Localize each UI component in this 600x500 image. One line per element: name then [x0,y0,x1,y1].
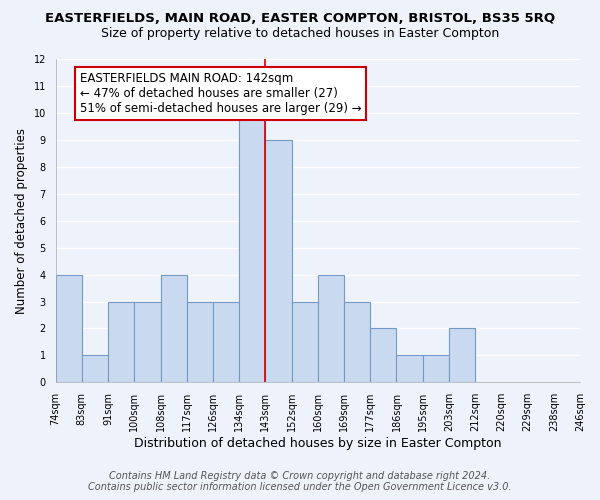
Bar [56,274,82,382]
Bar [344,302,370,382]
Bar [318,274,344,382]
Y-axis label: Number of detached properties: Number of detached properties [15,128,28,314]
Text: Size of property relative to detached houses in Easter Compton: Size of property relative to detached ho… [101,28,499,40]
Bar [187,302,213,382]
X-axis label: Distribution of detached houses by size in Easter Compton: Distribution of detached houses by size … [134,437,502,450]
Bar [239,113,265,382]
Text: Contains HM Land Registry data © Crown copyright and database right 2024.
Contai: Contains HM Land Registry data © Crown c… [88,471,512,492]
Text: EASTERFIELDS, MAIN ROAD, EASTER COMPTON, BRISTOL, BS35 5RQ: EASTERFIELDS, MAIN ROAD, EASTER COMPTON,… [45,12,555,26]
Bar [370,328,397,382]
Bar [161,274,187,382]
Bar [213,302,239,382]
Text: EASTERFIELDS MAIN ROAD: 142sqm
← 47% of detached houses are smaller (27)
51% of : EASTERFIELDS MAIN ROAD: 142sqm ← 47% of … [80,72,362,115]
Bar [108,302,134,382]
Bar [397,356,422,382]
Bar [82,356,108,382]
Bar [292,302,318,382]
Bar [265,140,292,382]
Bar [422,356,449,382]
Bar [134,302,161,382]
Bar [449,328,475,382]
